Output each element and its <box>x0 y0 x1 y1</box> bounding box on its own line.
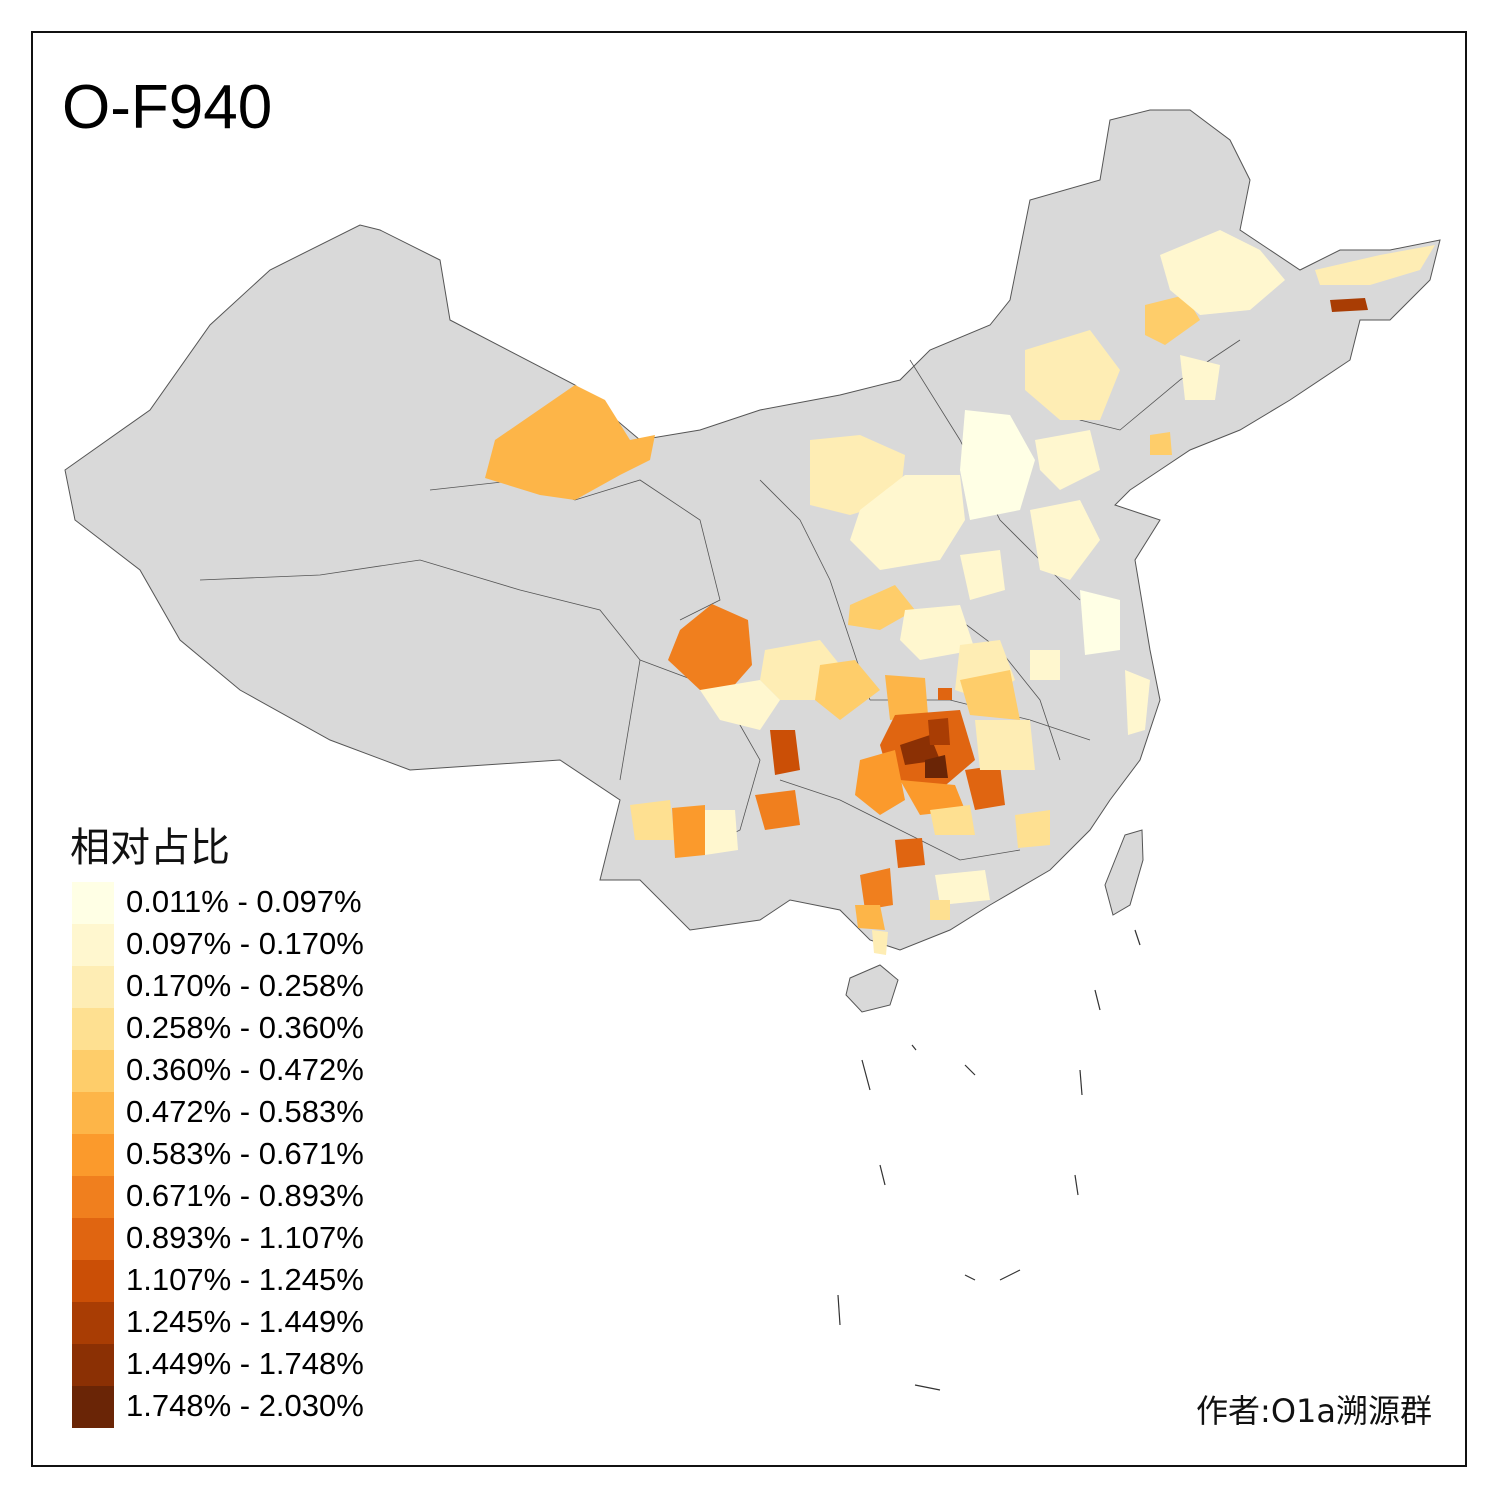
region-jiangxi-west <box>965 765 1005 810</box>
legend-swatch <box>72 1092 114 1134</box>
region-shaanxi-south <box>848 585 915 630</box>
region-hebei <box>1035 430 1100 490</box>
region-hunan-dark-b <box>925 755 948 778</box>
region-shandong <box>1030 500 1100 580</box>
taiwan-island <box>1104 829 1144 916</box>
legend-swatch <box>72 1386 114 1428</box>
region-sichuan-d <box>770 730 800 775</box>
legend-label: 0.258% - 0.360% <box>126 1010 364 1045</box>
region-shanxi <box>960 410 1035 520</box>
region-jilin <box>1160 230 1285 315</box>
legend-swatch <box>72 1260 114 1302</box>
region-xinjiang-north <box>485 385 655 500</box>
legend-label: 1.748% - 2.030% <box>126 1388 364 1423</box>
region-jiangxi-south <box>930 805 975 835</box>
region-hunan-west <box>855 750 905 815</box>
legend-swatch <box>72 1176 114 1218</box>
legend-label: 1.449% - 1.748% <box>126 1346 364 1381</box>
region-sichuan-b <box>815 660 880 720</box>
legend-label: 0.011% - 0.097% <box>126 884 362 919</box>
legend-label: 1.107% - 1.245% <box>126 1262 364 1297</box>
south-sea-islands <box>837 929 1141 1391</box>
legend-swatch <box>72 1134 114 1176</box>
legend-swatch <box>72 1344 114 1386</box>
region-jiangsu <box>1080 590 1120 655</box>
legend-label: 0.097% - 0.170% <box>126 926 364 961</box>
region-guangxi-b <box>860 868 893 910</box>
region-hubei-west <box>960 670 1020 720</box>
region-fujian <box>1015 810 1050 848</box>
region-yunnan-b <box>672 805 705 858</box>
region-henan-north <box>960 550 1005 600</box>
legend-swatch <box>72 1050 114 1092</box>
region-sichuan-c <box>700 680 780 730</box>
legend-label: 0.893% - 1.107% <box>126 1220 364 1255</box>
region-anhui <box>1030 650 1060 680</box>
region-guangdong-b <box>930 900 950 920</box>
legend-swatch <box>72 1302 114 1344</box>
author-credit: 作者:O1a溯源群 <box>1196 1392 1432 1430</box>
hainan-island <box>845 964 899 1013</box>
legend-swatch <box>72 924 114 966</box>
legend-swatch <box>72 966 114 1008</box>
map-title: O-F940 <box>62 73 273 142</box>
legend-label: 1.245% - 1.449% <box>126 1304 364 1339</box>
legend-label: 0.170% - 0.258% <box>126 968 364 1003</box>
region-jiangxi <box>975 720 1035 770</box>
china-landmass <box>64 109 1441 951</box>
legend-label: 0.472% - 0.583% <box>126 1094 364 1129</box>
region-liaodong <box>1150 432 1172 455</box>
region-zhejiang <box>1125 670 1150 735</box>
legend-label: 0.360% - 0.472% <box>126 1052 364 1087</box>
region-chongqing <box>885 675 928 720</box>
legend-swatch <box>72 882 114 924</box>
map-frame <box>31 31 1467 1467</box>
region-yunnan-a <box>630 800 675 840</box>
region-heilongjiang-east <box>1315 245 1435 285</box>
legend-title: 相对占比 <box>70 825 230 871</box>
region-heilongjiang-dark <box>1330 298 1368 312</box>
region-jilin-west <box>1145 295 1200 345</box>
region-guizhou <box>755 790 800 830</box>
legend-label: 0.583% - 0.671% <box>126 1136 364 1171</box>
region-guangxi-a <box>895 838 925 868</box>
region-liaoning <box>1025 330 1120 420</box>
region-shaanxi-north <box>850 475 965 570</box>
region-yunnan-c <box>705 810 738 855</box>
legend-swatch <box>72 1008 114 1050</box>
region-jilin-south <box>1180 355 1220 400</box>
region-hubei-spot <box>938 688 952 700</box>
region-henan <box>900 605 975 660</box>
region-hunan-south <box>900 780 965 815</box>
region-guangxi-c <box>855 905 885 930</box>
region-leizhou <box>872 930 888 955</box>
region-hunan-dark-c <box>928 718 950 745</box>
region-guangdong-a <box>935 870 990 905</box>
region-west-sichuan <box>668 604 752 690</box>
legend-label: 0.671% - 0.893% <box>126 1178 364 1213</box>
legend-swatch <box>72 1218 114 1260</box>
